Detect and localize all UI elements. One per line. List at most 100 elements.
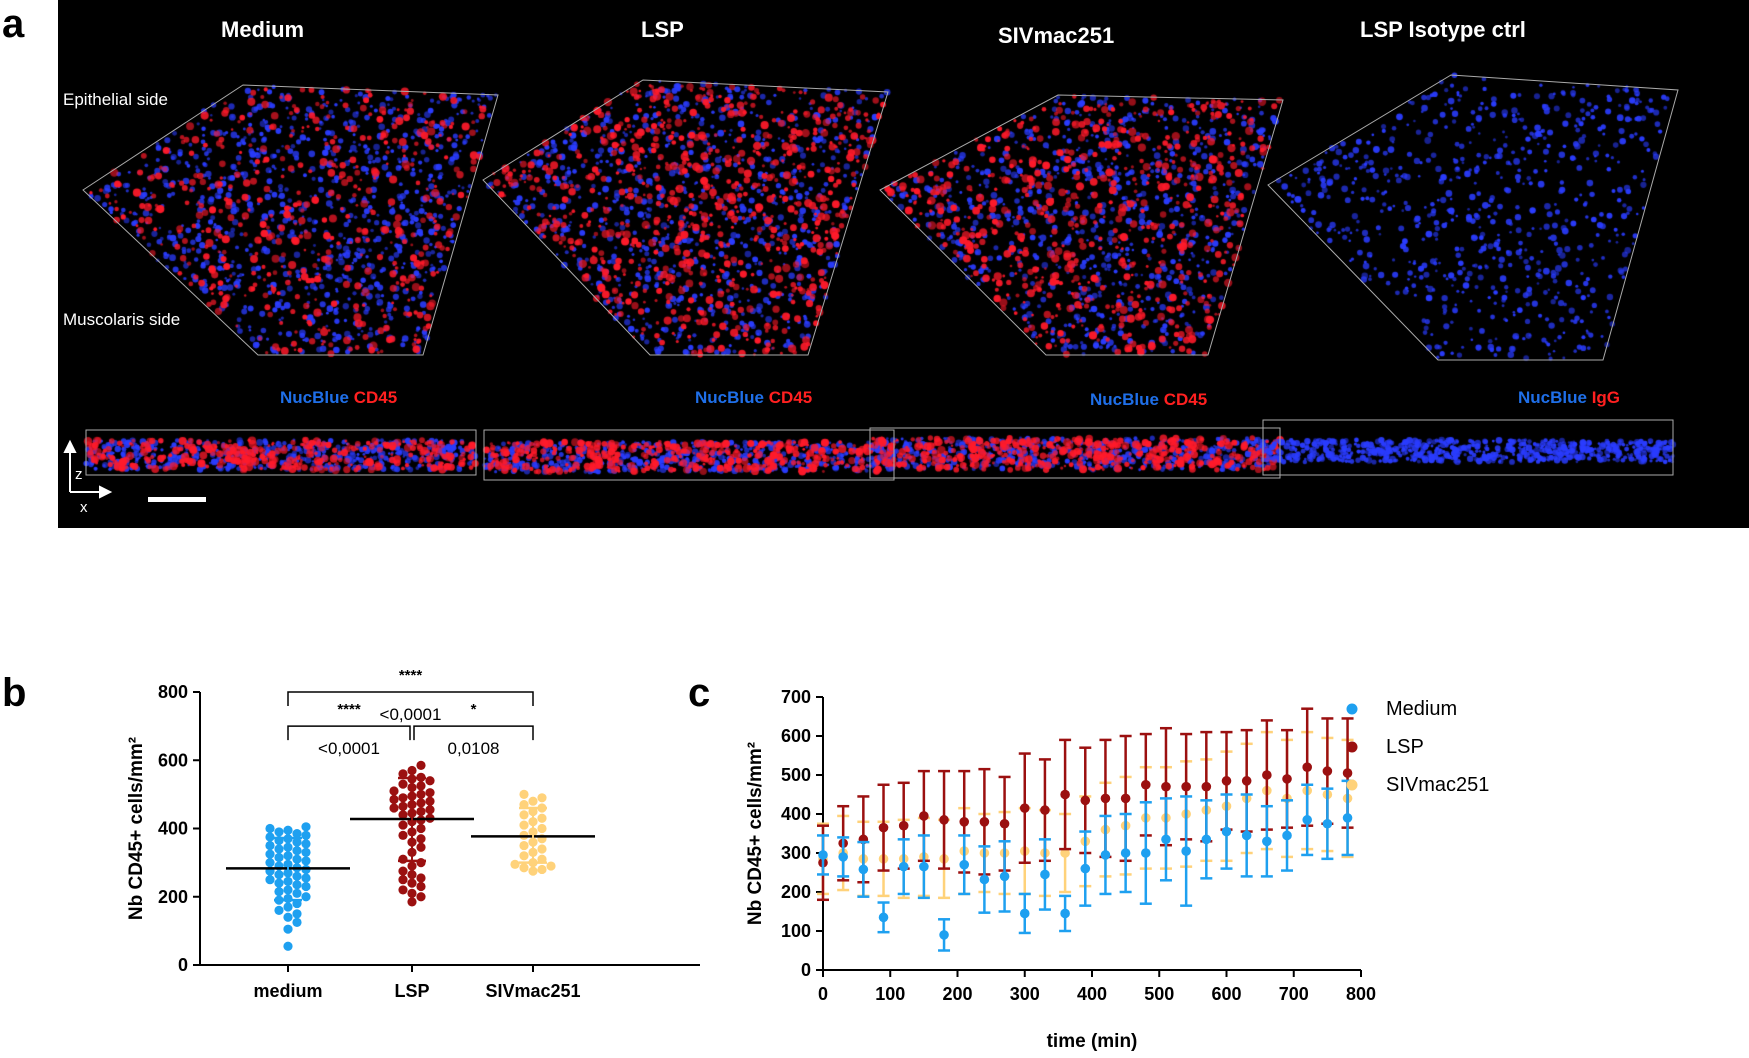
significance-stars: * xyxy=(471,701,477,718)
data-point-SIVmac251 xyxy=(528,866,538,876)
data-point-medium xyxy=(274,905,284,915)
data-point-medium xyxy=(274,852,284,863)
volume-boxes xyxy=(82,74,1679,481)
data-point-LSP xyxy=(398,810,408,820)
data-point xyxy=(1040,869,1050,880)
chart-b-points xyxy=(265,760,556,951)
data-point xyxy=(1342,813,1353,823)
y-tick-label: 600 xyxy=(158,750,188,770)
data-point-SIVmac251 xyxy=(519,863,529,873)
data-point-LSP xyxy=(416,858,426,868)
y-tick-label: 0 xyxy=(801,960,811,980)
microscopy-overlay: z x xyxy=(63,74,1679,516)
p-value-label: <0,0001 xyxy=(380,705,442,724)
data-point-LSP xyxy=(416,842,426,852)
data-point xyxy=(1161,781,1171,792)
data-point xyxy=(1080,795,1091,806)
data-point xyxy=(919,861,929,872)
stain-blue: NucBlue xyxy=(1090,390,1159,409)
data-point-LSP xyxy=(425,788,435,798)
data-point-SIVmac251 xyxy=(537,823,547,834)
panel-c-letter: c xyxy=(688,671,711,715)
epithelial-side-label: Epithelial side xyxy=(63,90,168,109)
x-tick-label: 700 xyxy=(1279,984,1309,1004)
data-point-LSP xyxy=(416,798,426,808)
data-point xyxy=(959,859,970,870)
data-point-LSP xyxy=(416,760,426,770)
y-tick-label: 300 xyxy=(781,843,811,863)
data-point-SIVmac251 xyxy=(519,820,529,830)
data-point xyxy=(878,912,889,923)
data-point-LSP xyxy=(407,869,417,880)
data-point xyxy=(1201,834,1212,845)
data-point xyxy=(1262,770,1272,780)
data-point-LSP xyxy=(416,834,426,844)
data-point-LSP xyxy=(425,776,435,786)
data-point xyxy=(1161,834,1171,845)
data-point-medium xyxy=(265,823,275,834)
stain-legend-isotype: NucBlue IgG xyxy=(1518,388,1620,408)
x-tick-label: 300 xyxy=(1010,984,1040,1004)
data-point xyxy=(1120,793,1131,804)
data-point xyxy=(1060,908,1070,919)
data-point-LSP xyxy=(416,892,426,902)
data-point-SIVmac251 xyxy=(528,796,538,806)
y-tick-label: 800 xyxy=(158,682,188,702)
data-point-LSP xyxy=(407,765,417,776)
stain-legend-medium: NucBlue CD45 xyxy=(280,388,397,408)
data-point xyxy=(858,864,869,875)
data-point-medium xyxy=(283,941,293,951)
chart-b-axes: 0 200 400 600 800 medium LSP SIVmac251 Nb CD45+ … xyxy=(126,682,700,1001)
data-point-SIVmac251 xyxy=(546,861,556,871)
data-point-medium xyxy=(301,822,311,832)
data-point-medium xyxy=(274,887,284,897)
data-point-medium xyxy=(283,902,293,912)
data-point xyxy=(1282,830,1292,841)
stain-red: IgG xyxy=(1591,388,1621,407)
data-point-medium xyxy=(301,847,311,857)
data-point-LSP xyxy=(416,806,426,817)
data-point xyxy=(1241,776,1252,786)
legend-marker-Medium xyxy=(1346,703,1358,715)
significance-stars: **** xyxy=(337,701,361,718)
y-tick-label: 0 xyxy=(178,955,188,975)
x-tick-label: 800 xyxy=(1346,984,1376,1004)
data-point-LSP xyxy=(416,781,426,791)
chart-c: 0 100 200 300 400 500 600 700 0 100 200 300 400 500 60… xyxy=(745,687,1489,1052)
data-point-LSP xyxy=(389,786,399,796)
data-point xyxy=(1120,848,1131,858)
data-point-medium xyxy=(301,839,311,849)
data-point xyxy=(1141,848,1151,858)
significance-bracket xyxy=(287,725,411,741)
data-point xyxy=(1302,762,1312,772)
data-point xyxy=(939,930,949,940)
stain-red: CD45 xyxy=(1163,390,1208,409)
data-point-LSP xyxy=(389,803,399,813)
condition-title-lsp: LSP xyxy=(641,17,684,42)
data-point-LSP xyxy=(425,805,435,815)
data-point xyxy=(1302,815,1312,825)
data-point-medium xyxy=(265,849,275,859)
data-point xyxy=(1040,805,1050,815)
data-point xyxy=(979,817,990,827)
stain-blue: NucBlue xyxy=(280,388,349,407)
data-point-LSP xyxy=(398,866,408,876)
y-axis-title: Nb CD45+ cells/mm² xyxy=(745,742,766,925)
y-tick-label: 600 xyxy=(781,726,811,746)
data-point xyxy=(1019,908,1030,919)
stain-blue: NucBlue xyxy=(695,388,764,407)
data-point-medium xyxy=(265,875,275,885)
y-tick-label: 500 xyxy=(781,765,811,785)
y-tick-label: 100 xyxy=(781,921,811,941)
data-point xyxy=(1100,850,1111,860)
data-point-LSP xyxy=(407,861,417,871)
data-point-LSP xyxy=(398,769,408,779)
data-point-SIVmac251 xyxy=(519,810,529,820)
data-point-medium xyxy=(292,837,302,847)
legend-label-LSP: LSP xyxy=(1386,736,1424,758)
data-point-SIVmac251 xyxy=(537,813,547,823)
data-point-medium xyxy=(283,912,293,922)
data-point-LSP xyxy=(398,801,408,811)
data-point xyxy=(979,874,990,885)
chart-c-legend: Medium LSP SIVmac251 xyxy=(1346,698,1489,796)
